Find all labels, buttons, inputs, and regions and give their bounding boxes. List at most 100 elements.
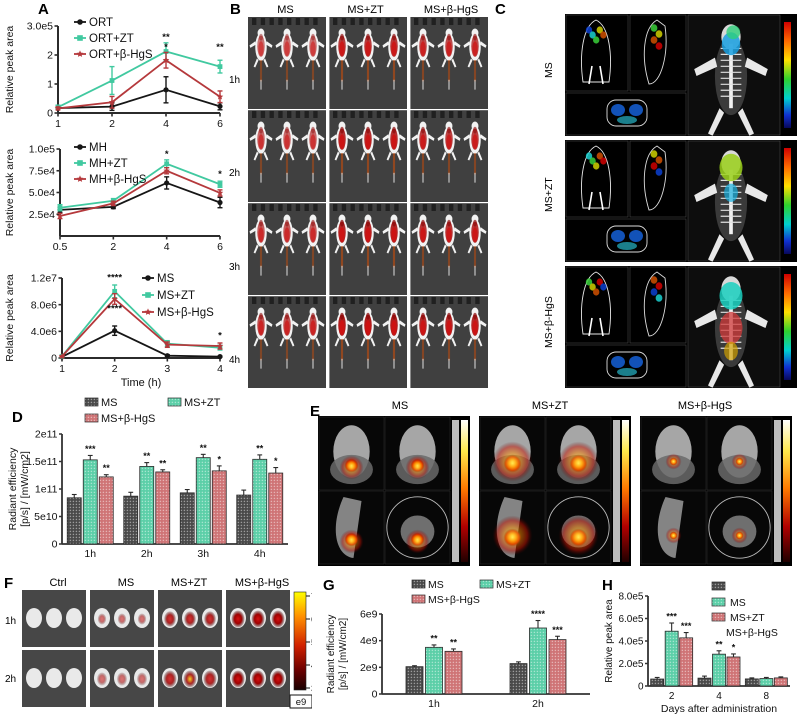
svg-text:4: 4 [716,691,722,702]
svg-text:3.0e5: 3.0e5 [27,21,53,33]
panel-f-col-title-3: MS+β-HgS [234,577,290,589]
svg-text:MS+β-HgS: MS+β-HgS [157,307,214,319]
panel-f-col-title-1: MS [117,577,135,589]
panel-c-image-grid [565,14,797,388]
svg-text:**: ** [159,458,167,468]
svg-text:MS+β-HgS: MS+β-HgS [428,594,480,606]
svg-text:MS+ZT: MS+ZT [496,579,531,591]
svg-text:2: 2 [109,118,115,130]
svg-text:0: 0 [638,682,644,693]
svg-text:8: 8 [764,691,770,702]
svg-text:MS: MS [730,597,746,609]
svg-text:2: 2 [47,50,53,62]
svg-text:*: * [218,169,222,180]
svg-text:1: 1 [47,79,53,91]
panel-g: G 0 2e9 4e9 6e9 ** ** 1h **** *** 2h Radiant effic… [320,574,600,722]
svg-text:MH+β-HgS: MH+β-HgS [89,174,147,186]
panel-g-letter: G [323,577,335,594]
svg-text:4: 4 [164,241,170,253]
svg-text:Relative peak area: Relative peak area [604,599,615,683]
svg-text:Radiant efficiency: Radiant efficiency [326,615,337,694]
svg-text:4.0e5: 4.0e5 [618,637,643,648]
panel-f-letter: F [4,575,14,592]
panel-c-row-label-1: MS+ZT [543,177,555,213]
panel-a-chart-2: 2.5e4 5.0e4 7.5e4 1.0e5 0.5 2 4 6 Relative peak … [4,142,224,253]
svg-text:0.5: 0.5 [53,241,68,253]
panel-d-letter: D [12,409,23,426]
svg-text:1: 1 [55,118,61,130]
panel-e-col-title-0: MS [391,400,409,412]
panel-c-letter: C [495,1,506,18]
svg-text:8.0e5: 8.0e5 [618,592,643,603]
svg-text:7.5e4: 7.5e4 [29,165,55,177]
svg-text:1e11: 1e11 [35,484,58,496]
panel-e: E MS MS+ZT MS+β-HgS [300,392,800,574]
panel-c-row-label-0: MS [543,62,555,78]
svg-text:Relative peak area: Relative peak area [4,274,16,362]
panel-b-row-label-3: 4h [229,355,241,366]
svg-text:MS+β-HgS: MS+β-HgS [101,413,155,425]
svg-text:**: ** [162,32,170,43]
svg-text:1.5e11: 1.5e11 [26,456,57,468]
svg-text:7: 7 [311,592,312,602]
svg-text:2h: 2h [141,548,153,560]
panel-b-row-label-0: 1h [229,75,241,86]
svg-text:**: ** [256,443,264,453]
panel-f-col-title-2: MS+ZT [170,577,208,589]
panel-e-col-title-1: MS+ZT [531,400,569,412]
panel-f: F Ctrl MS MS+ZT MS+β-HgS 1h 2h 7 6 5 4 3 e9 [0,574,320,722]
panel-e-image-grid [318,416,792,566]
svg-text:1.0e5: 1.0e5 [29,144,55,156]
panel-b-col-title-0: MS [277,4,294,16]
svg-text:4e9: 4e9 [360,635,378,647]
panel-a-letter: A [38,1,49,18]
svg-text:*: * [217,454,221,464]
svg-text:8.0e6: 8.0e6 [31,299,57,311]
panel-b-col-title-1: MS+ZT [347,4,384,16]
svg-text:**: ** [450,637,458,647]
panel-f-image-grid: 7 6 5 4 3 e9 [22,590,312,709]
svg-text:MS+β-HgS: MS+β-HgS [726,627,778,639]
svg-text:MS+ZT: MS+ZT [730,612,765,624]
svg-text:4.0e6: 4.0e6 [31,326,57,338]
svg-text:MH+ZT: MH+ZT [89,158,128,170]
panel-f-row-label-1: 2h [5,674,17,685]
svg-text:2: 2 [112,363,118,375]
svg-text:ORT: ORT [89,17,113,29]
panel-f-row-label-0: 1h [5,616,17,627]
svg-text:6: 6 [217,241,223,253]
svg-text:*: * [165,149,169,160]
svg-text:MS: MS [428,579,444,591]
svg-text:**: ** [103,463,111,473]
svg-text:**: ** [216,42,224,53]
svg-text:***: *** [552,625,563,635]
svg-text:Days after administration: Days after administration [661,703,777,715]
panel-b-col-title-2: MS+β-HgS [423,4,479,16]
svg-text:1.2e7: 1.2e7 [31,273,57,285]
svg-text:2: 2 [110,241,116,253]
svg-text:***: *** [666,612,677,622]
svg-text:6: 6 [217,118,223,130]
svg-text:0: 0 [372,689,378,701]
panel-h-letter: H [602,577,613,594]
svg-text:MS: MS [101,397,118,409]
panel-b-letter: B [230,1,241,18]
svg-text:****: **** [107,303,122,314]
svg-text:3: 3 [164,363,170,375]
panel-e-col-title-2: MS+β-HgS [677,400,733,412]
svg-text:MS+ZT: MS+ZT [184,397,221,409]
svg-text:2e9: 2e9 [360,662,378,674]
panel-d: D 0 5e10 1e11 1.5e11 2e11 *** ** 1h ** ** 2h ** * 3h *… [0,392,300,574]
svg-text:e9: e9 [296,697,307,708]
svg-text:5e10: 5e10 [34,511,58,523]
svg-text:2: 2 [669,691,675,702]
panel-b-row-label-1: 2h [229,168,241,179]
svg-text:2e11: 2e11 [35,429,58,441]
svg-text:[p/s] / [mW/cm2]: [p/s] / [mW/cm2] [338,618,349,690]
panel-b-row-label-2: 3h [229,262,241,273]
svg-text:4: 4 [163,118,169,130]
panel-f-col-title-0: Ctrl [49,577,67,589]
